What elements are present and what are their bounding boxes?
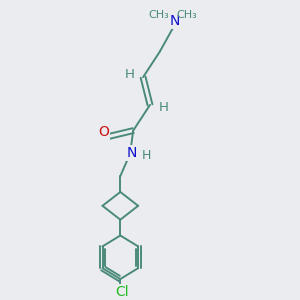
Text: O: O bbox=[98, 124, 109, 139]
Text: H: H bbox=[159, 101, 169, 114]
Text: Cl: Cl bbox=[116, 285, 129, 299]
Text: CH₃: CH₃ bbox=[176, 10, 197, 20]
Text: H: H bbox=[141, 149, 151, 162]
Text: N: N bbox=[169, 14, 180, 28]
Text: N: N bbox=[127, 146, 137, 161]
Text: CH₃: CH₃ bbox=[148, 10, 169, 20]
Text: H: H bbox=[124, 68, 134, 81]
